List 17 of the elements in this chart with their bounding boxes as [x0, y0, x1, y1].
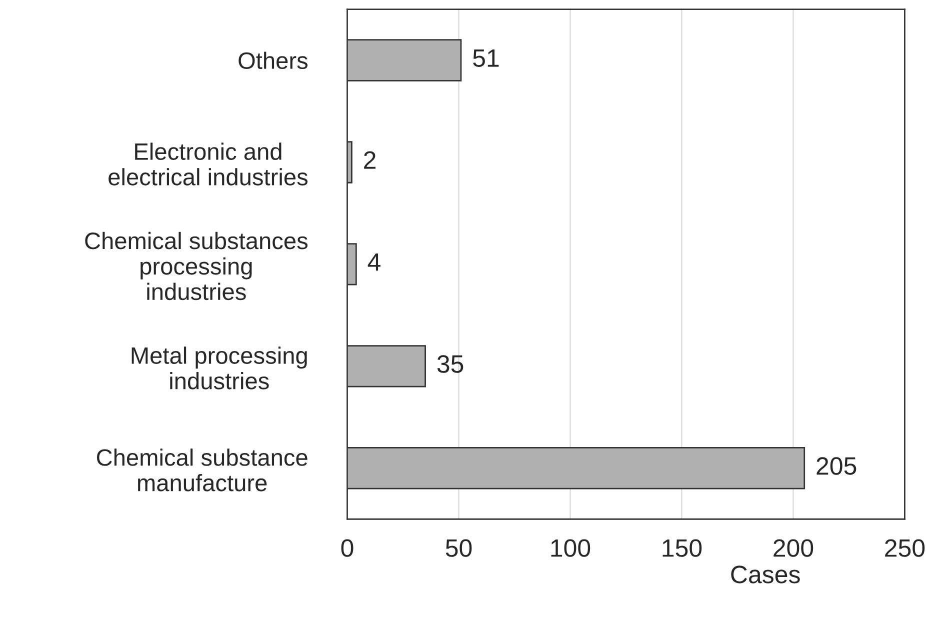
y-tick-label: Others: [238, 52, 308, 70]
data-label: 35: [437, 355, 464, 373]
x-tick-label: 150: [662, 539, 702, 557]
x-tick-label: 200: [774, 539, 814, 557]
y-tick-label: Metal processing industries: [132, 346, 307, 390]
y-tick-label: Chemical substances processing industries: [85, 232, 308, 300]
x-tick-label: 50: [446, 539, 472, 557]
x-tick-label: 250: [885, 539, 925, 557]
data-label: 51: [473, 50, 499, 67]
x-axis-title: Cases: [731, 566, 800, 584]
data-label: 4: [368, 253, 380, 271]
y-tick-label: Chemical substance manufacture: [96, 448, 308, 492]
data-label: 2: [364, 151, 376, 169]
x-tick-label: 0: [341, 539, 354, 557]
y-tick-label: Electronic and electrical industries: [108, 142, 308, 186]
x-tick-label: 100: [551, 539, 590, 557]
data-label: 205: [816, 457, 856, 475]
